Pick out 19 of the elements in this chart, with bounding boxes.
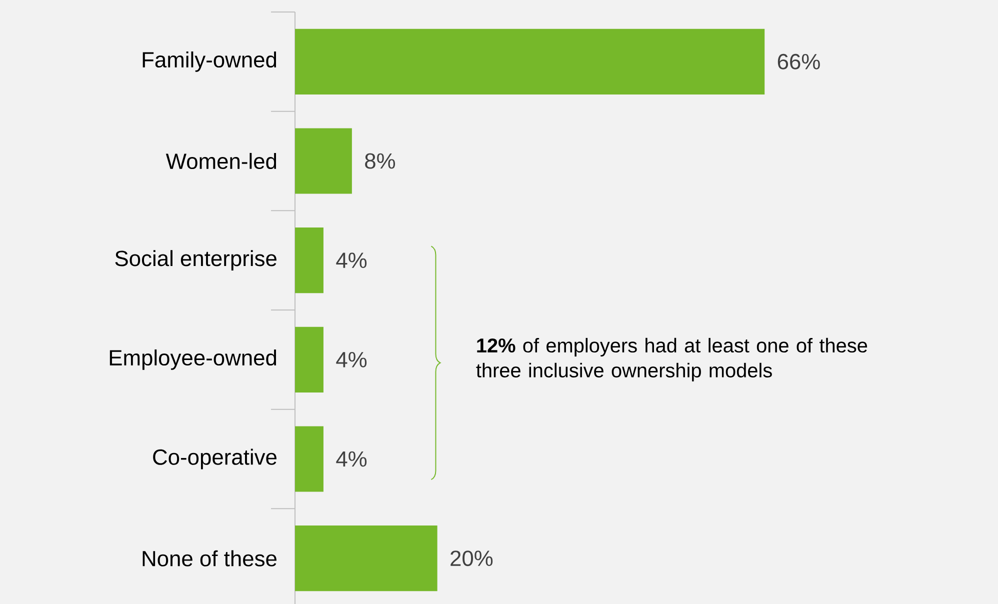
- bar: [295, 426, 324, 492]
- y-tick-label: None of these: [142, 550, 276, 566]
- annotation: 12% of employers had at least one of these three inclusive ownership models: [476, 338, 868, 382]
- data-label: 4%: [336, 352, 367, 368]
- bar: [295, 526, 438, 592]
- y-tick-label: Co-operative: [153, 448, 276, 470]
- data-label: 66%: [778, 54, 820, 70]
- bar: [295, 28, 765, 94]
- data-label: 4%: [336, 451, 367, 467]
- y-tick-label: Employee-owned: [110, 349, 276, 370]
- data-label: 8%: [365, 153, 396, 169]
- y-tick-label: Social enterprise: [115, 250, 276, 271]
- y-tick-label: Family-owned: [142, 51, 276, 72]
- bar: [295, 326, 324, 392]
- data-label: 20%: [450, 550, 493, 566]
- data-label: 4%: [336, 252, 367, 268]
- bar: [295, 228, 324, 294]
- y-tick-label: Women-led: [166, 152, 276, 170]
- bar: [295, 128, 352, 194]
